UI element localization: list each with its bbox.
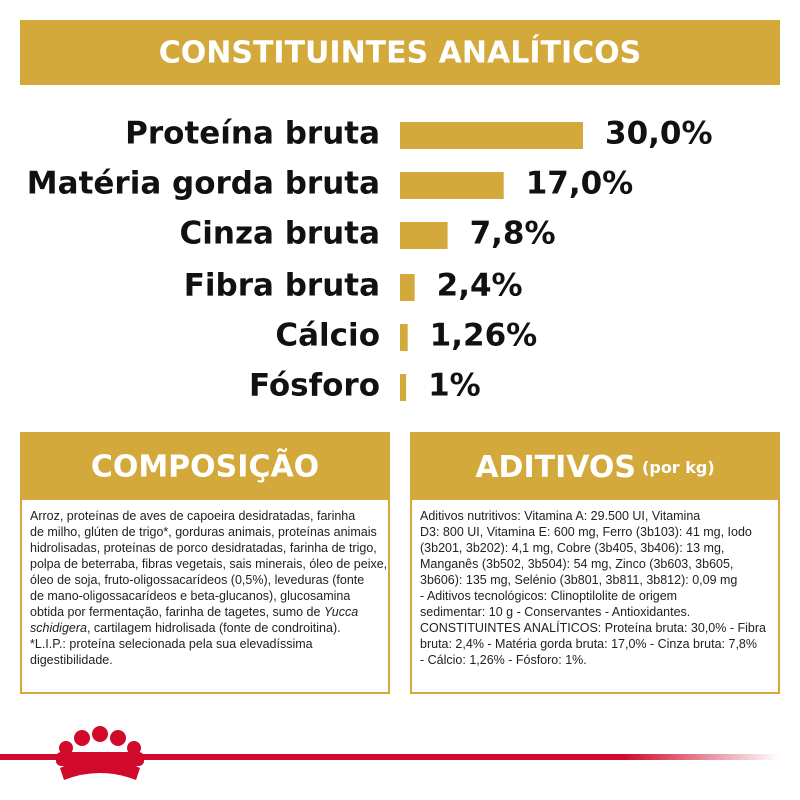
footer-line — [0, 754, 780, 760]
text-line: digestibilidade. — [30, 653, 113, 667]
category-label: Fibra bruta — [184, 268, 380, 304]
text-line: 3b606): 135 mg, Selénio (3b801, 3b811, 3… — [420, 573, 737, 587]
bar — [400, 324, 408, 351]
text-line: schidigera, cartilagem hidrolisada (font… — [30, 621, 341, 635]
additives-banner — [410, 432, 780, 500]
bar — [400, 172, 504, 199]
text-line: Manganês (3b502, 3b504): 54 mg, Zinco (3… — [420, 557, 733, 571]
additives-subtitle: (por kg) — [642, 458, 715, 477]
text-line: de milho, glúten de trigo*, gorduras ani… — [30, 525, 377, 539]
title-banner — [20, 20, 780, 85]
value-label: 7,8% — [470, 216, 556, 252]
value-label: 2,4% — [437, 268, 523, 304]
text-line: - Cálcio: 1,26% - Fósforo: 1%. — [420, 653, 587, 667]
value-label: 1,26% — [430, 318, 538, 354]
composition-banner — [20, 432, 390, 500]
composition-title: COMPOSIÇÃO — [91, 448, 319, 485]
text-line: *L.I.P.: proteína selecionada pela sua e… — [30, 637, 313, 651]
text-line: Arroz, proteínas de aves de capoeira des… — [30, 509, 355, 523]
category-label: Matéria gorda bruta — [27, 166, 380, 202]
chart-title: CONSTITUINTES ANALÍTICOS — [159, 35, 642, 71]
text-line: Aditivos nutritivos: Vitamina A: 29.500 … — [420, 509, 700, 523]
text-line: hidrolisadas, proteínas de porco desidra… — [30, 541, 377, 555]
text-segment: schidigera — [30, 621, 87, 635]
value-label: 30,0% — [605, 116, 713, 152]
value-label: 17,0% — [526, 166, 634, 202]
text-segment: obtida por fermentação, farinha de taget… — [30, 605, 324, 619]
bar — [400, 274, 415, 301]
text-line: de mano-oligossacarídeos e beta-glucanos… — [30, 589, 350, 603]
text-line: sedimentar: 10 g - Conservantes - Antiox… — [420, 605, 690, 619]
category-label: Cálcio — [275, 318, 380, 354]
bar — [400, 222, 448, 249]
text-line: polpa de beterraba, fibras vegetais, sai… — [30, 557, 387, 571]
text-line: (3b201, 3b202): 4,1 mg, Cobre (3b405, 3b… — [420, 541, 724, 555]
text-line: bruta: 2,4% - Matéria gorda bruta: 17,0%… — [420, 637, 757, 651]
text-line: CONSTITUINTES ANALÍTICOS: Proteína bruta… — [420, 620, 766, 635]
bar — [400, 374, 407, 401]
text-segment: , cartilagem hidrolisada (fonte de condr… — [87, 621, 341, 635]
brand-logo — [56, 726, 144, 780]
category-label: Proteína bruta — [125, 116, 380, 152]
additives-title: ADITIVOS (por kg) — [475, 450, 714, 485]
text-line: obtida por fermentação, farinha de taget… — [30, 605, 358, 619]
text-segment: Yucca — [324, 605, 358, 619]
additives-title-main: ADITIVOS — [475, 450, 636, 485]
category-label: Fósforo — [249, 368, 380, 404]
value-label: 1% — [428, 368, 481, 404]
text-line: - Aditivos tecnológicos: Clinoptilolite … — [420, 589, 677, 603]
text-line: D3: 800 UI, Vitamina E: 600 mg, Ferro (3… — [420, 525, 752, 539]
text-line: óleo de soja, fruto-oligossacarídeos (0,… — [30, 573, 364, 587]
bar — [400, 122, 583, 149]
category-label: Cinza bruta — [180, 216, 381, 252]
